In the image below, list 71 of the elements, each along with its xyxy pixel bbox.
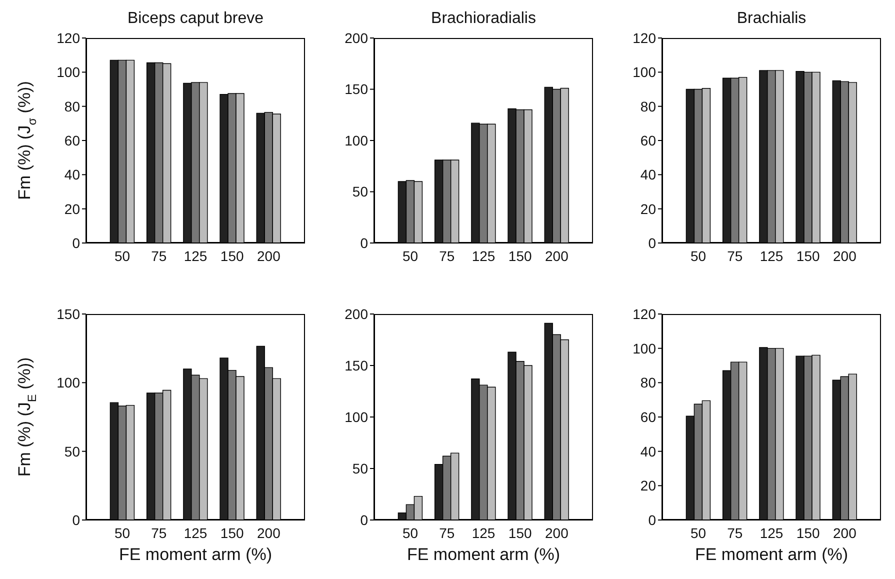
y-tick-label: 20: [640, 478, 656, 494]
y-tick-label: 0: [72, 234, 80, 251]
y-tick-label: 100: [632, 340, 656, 356]
y-tick-label: 100: [632, 64, 656, 80]
y-tick-label: 40: [64, 166, 80, 183]
x-tick-label: 200: [833, 524, 857, 541]
y-tick-label: 50: [352, 460, 368, 476]
y-tick-label: 50: [64, 443, 80, 460]
y-tick-label: 100: [56, 374, 80, 391]
x-tick-label: 50: [114, 248, 130, 264]
y-tick-label: 0: [360, 512, 368, 528]
x-tick-label: 200: [545, 524, 569, 541]
x-tick-label: 50: [402, 524, 418, 541]
y-tick-label: 150: [344, 81, 368, 98]
y-tick-label: 150: [344, 357, 368, 374]
y-tick-label: 120: [56, 30, 80, 46]
y-tick-label: 40: [640, 166, 656, 183]
x-tick-label: 75: [439, 248, 455, 264]
x-tick-label: 150: [796, 248, 820, 264]
x-axis-title: FE moment arm (%): [118, 545, 272, 564]
x-tick-label: 125: [472, 248, 496, 264]
x-tick-label: 75: [727, 248, 743, 264]
y-tick-label: 200: [344, 30, 368, 46]
x-tick-label: 125: [184, 524, 208, 541]
x-tick-label: 50: [114, 524, 130, 541]
y-tick-label: 20: [64, 200, 80, 217]
y-tick-label: 60: [64, 132, 80, 148]
y-tick-label: 60: [640, 408, 656, 425]
x-tick-label: 125: [184, 248, 208, 264]
x-tick-label: 125: [760, 524, 784, 541]
y-tick-label: 0: [360, 234, 368, 251]
x-tick-label: 75: [151, 524, 167, 541]
x-tick-label: 125: [760, 248, 784, 264]
y-tick-label: 150: [56, 306, 80, 322]
x-tick-label: 150: [508, 524, 532, 541]
y-tick-label: 0: [648, 512, 656, 528]
x-tick-label: 125: [472, 524, 496, 541]
chart-title: Brachioradialis: [430, 10, 537, 28]
y-tick-label: 80: [64, 98, 80, 114]
y-tick-label: 100: [344, 408, 368, 425]
x-tick-label: 150: [796, 524, 820, 541]
y-tick-label: 120: [632, 306, 656, 322]
x-tick-label: 200: [257, 524, 281, 541]
y-tick-label: 0: [72, 512, 80, 528]
y-tick-label: 100: [56, 64, 80, 80]
x-tick-label: 150: [220, 524, 244, 541]
y-tick-label: 40: [640, 443, 656, 460]
y-tick-label: 60: [640, 132, 656, 148]
y-tick-label: 200: [344, 306, 368, 322]
x-tick-label: 75: [727, 524, 743, 541]
x-axis-title: FE moment arm (%): [694, 545, 848, 564]
y-tick-label: 120: [632, 30, 656, 46]
y-tick-label: 80: [640, 98, 656, 114]
y-tick-label: 20: [640, 200, 656, 217]
y-tick-label: 100: [344, 132, 368, 148]
y-tick-label: 50: [352, 184, 368, 200]
x-tick-label: 50: [690, 248, 706, 264]
x-tick-label: 75: [439, 524, 455, 541]
chart-title: Biceps caput breve: [126, 10, 265, 28]
y-tick-label: 0: [648, 234, 656, 251]
x-axis-title: FE moment arm (%): [406, 545, 560, 564]
x-tick-label: 75: [151, 248, 167, 264]
x-tick-label: 200: [257, 248, 281, 264]
chart-title: Brachialis: [736, 10, 808, 28]
x-tick-label: 150: [508, 248, 532, 264]
y-tick-label: 80: [640, 374, 656, 391]
x-tick-label: 50: [690, 524, 706, 541]
x-tick-label: 200: [545, 248, 569, 264]
x-tick-label: 150: [220, 248, 244, 264]
x-tick-label: 50: [402, 248, 418, 264]
x-tick-label: 200: [833, 248, 857, 264]
